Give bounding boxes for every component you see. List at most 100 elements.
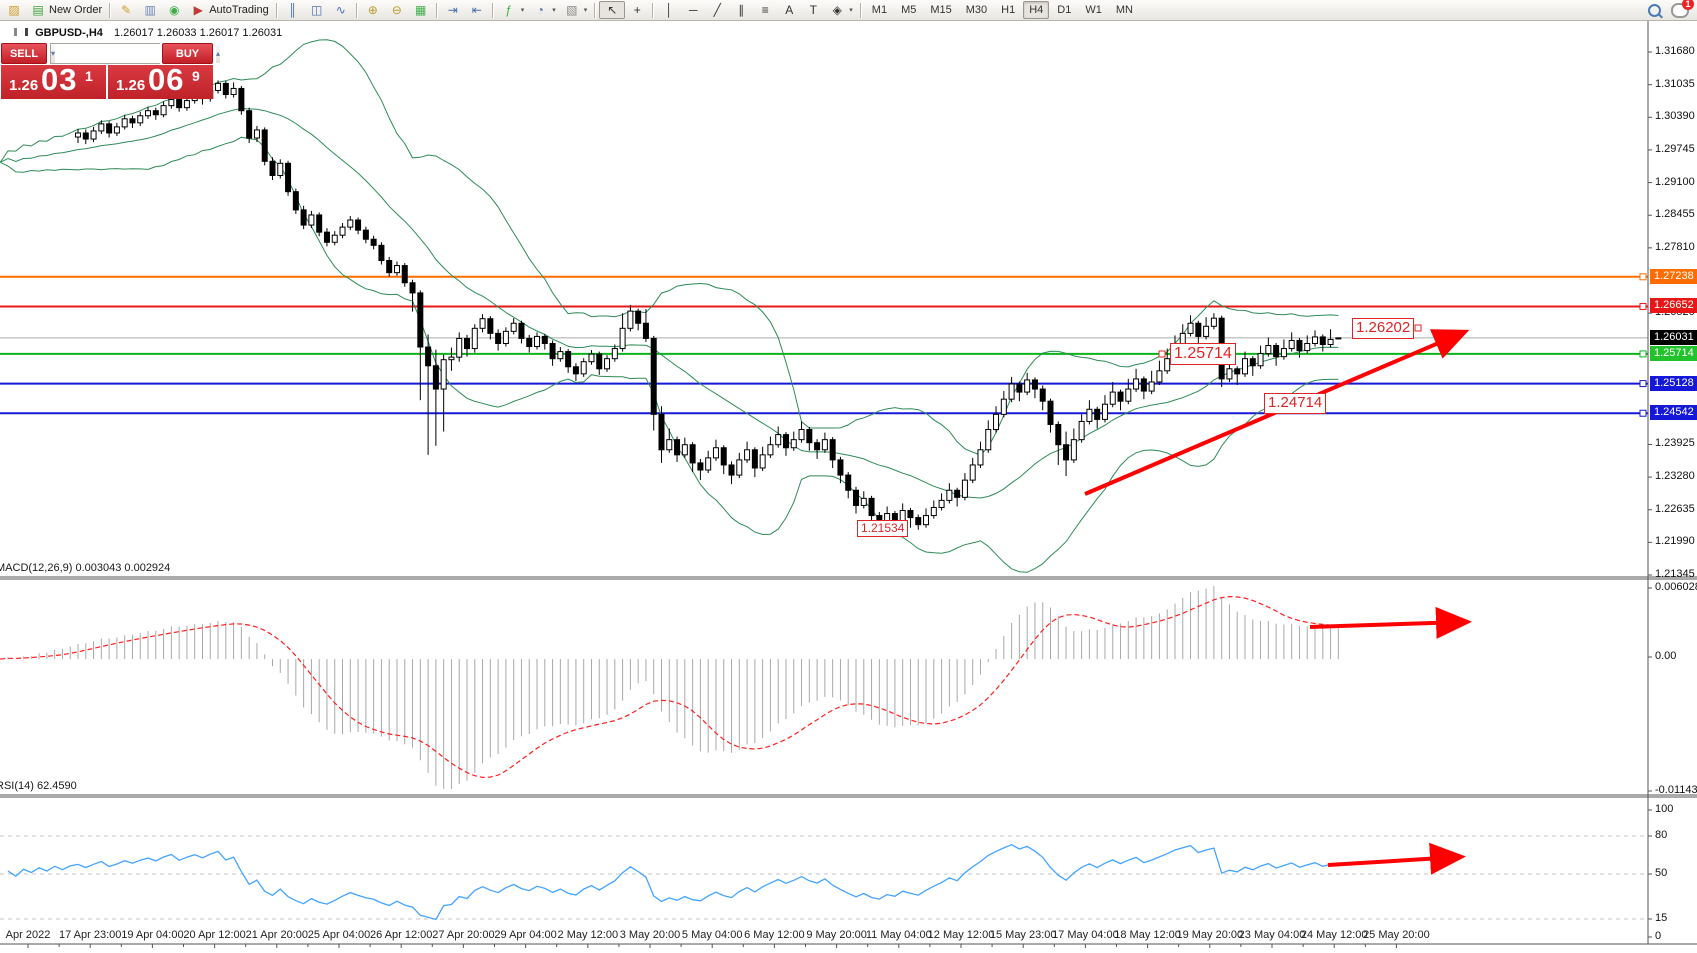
candle-body[interactable] — [471, 327, 478, 350]
timeframe-d1[interactable]: D1 — [1057, 4, 1072, 16]
candle-body[interactable] — [215, 82, 222, 91]
candle-body[interactable] — [1000, 398, 1007, 415]
candle-body[interactable] — [1164, 358, 1171, 372]
candle-body[interactable] — [1133, 378, 1140, 390]
candle-body[interactable] — [845, 474, 852, 491]
arrows-button[interactable]: ◈ ▾ — [825, 2, 857, 18]
candle-body[interactable] — [689, 444, 696, 464]
autotrading-button[interactable]: ▶ AutoTrading — [186, 2, 273, 18]
candle-body[interactable] — [168, 99, 175, 107]
candle-body[interactable] — [1242, 358, 1248, 375]
candle-body[interactable] — [277, 162, 284, 176]
text-button[interactable]: A — [777, 2, 801, 18]
candle-body[interactable] — [230, 87, 237, 96]
templates-button[interactable]: ▧ ▾ — [560, 2, 592, 18]
candle-body[interactable] — [1280, 348, 1287, 358]
candle-body[interactable] — [393, 265, 400, 274]
candle-body[interactable] — [619, 327, 626, 350]
candle-body[interactable] — [137, 115, 144, 124]
candle-body[interactable] — [448, 356, 455, 361]
line-chart-button[interactable]: ∿ — [329, 2, 353, 18]
candle-body[interactable] — [1234, 368, 1241, 375]
timeframe-h1[interactable]: H1 — [1001, 4, 1016, 16]
candle-body[interactable] — [1265, 345, 1272, 355]
candle-body[interactable] — [1210, 317, 1217, 327]
callout-anchor[interactable] — [1414, 324, 1422, 332]
crosshair-button[interactable]: + — [625, 2, 649, 18]
candle-body[interactable] — [378, 244, 385, 262]
candle-body[interactable] — [495, 332, 502, 344]
candle-body[interactable] — [549, 342, 556, 360]
candle-body[interactable] — [1288, 339, 1295, 350]
price-callout-label[interactable]: 1.26202 — [1352, 318, 1415, 339]
candle-body[interactable] — [145, 110, 152, 117]
candle-body[interactable] — [1179, 332, 1186, 344]
candle-body[interactable] — [1039, 388, 1046, 402]
callout-anchor[interactable] — [1158, 350, 1166, 358]
candle-body[interactable] — [666, 439, 673, 451]
candle-body[interactable] — [744, 449, 751, 461]
candle-body[interactable] — [316, 214, 323, 233]
buy-button[interactable]: BUY — [162, 43, 213, 64]
candle-body[interactable] — [90, 130, 97, 140]
candle-body[interactable] — [767, 444, 774, 456]
horizontal-line-button[interactable]: ─ — [681, 2, 705, 18]
candle-body[interactable] — [98, 123, 105, 132]
volume-down-button[interactable]: ▾ — [51, 44, 56, 63]
candle-body[interactable] — [1125, 388, 1132, 402]
signals-button[interactable]: ◉ — [162, 2, 186, 18]
candle-body[interactable] — [1249, 358, 1256, 367]
candle-body[interactable] — [1117, 391, 1124, 402]
timeframe-mn[interactable]: MN — [1115, 4, 1133, 16]
candle-body[interactable] — [152, 110, 159, 116]
candle-body[interactable] — [1016, 383, 1023, 393]
candle-body[interactable] — [572, 366, 579, 375]
bar-chart-button[interactable]: ║ — [281, 2, 305, 18]
level-handle[interactable] — [1639, 409, 1647, 417]
level-handle[interactable] — [1639, 380, 1647, 388]
candle-body[interactable] — [720, 447, 727, 466]
candle-body[interactable] — [1304, 342, 1311, 352]
channel-button[interactable]: ∥ — [729, 2, 753, 18]
candle-body[interactable] — [985, 429, 992, 451]
candle-body[interactable] — [681, 444, 688, 456]
candle-body[interactable] — [565, 351, 572, 368]
fibonacci-button[interactable]: ≡ — [753, 2, 777, 18]
candle-body[interactable] — [627, 310, 634, 329]
candle-body[interactable] — [1327, 338, 1334, 346]
candle-body[interactable] — [611, 348, 618, 360]
candle-body[interactable] — [736, 459, 743, 476]
candle-body[interactable] — [261, 129, 268, 162]
cursor-button[interactable]: ↖ — [599, 1, 626, 19]
candle-body[interactable] — [821, 439, 828, 451]
candle-body[interactable] — [915, 517, 922, 526]
candle-body[interactable] — [1109, 391, 1116, 405]
candle-body[interactable] — [907, 510, 914, 519]
candle-body[interactable] — [604, 358, 611, 370]
candle-body[interactable] — [1187, 322, 1194, 334]
candle-body[interactable] — [759, 454, 766, 469]
candle-body[interactable] — [961, 479, 968, 498]
candle-body[interactable] — [1101, 403, 1108, 420]
ask-price-tile[interactable]: 1.26 06 9 — [108, 65, 213, 99]
candle-body[interactable] — [440, 359, 447, 390]
candle-body[interactable] — [425, 346, 432, 367]
candle-body[interactable] — [1156, 370, 1163, 383]
candle-body[interactable] — [635, 310, 642, 324]
candle-body[interactable] — [526, 337, 533, 348]
chart-shift-button[interactable]: ⇤ — [465, 2, 489, 18]
candle-body[interactable] — [432, 365, 439, 390]
candle-body[interactable] — [814, 442, 821, 451]
candle-body[interactable] — [674, 439, 681, 456]
candle-body[interactable] — [82, 132, 89, 140]
candle-body[interactable] — [938, 499, 945, 508]
candle-body[interactable] — [370, 238, 377, 246]
chat-icon[interactable]: 1 — [1671, 0, 1694, 18]
candle-body[interactable] — [362, 229, 369, 240]
candle-body[interactable] — [339, 226, 346, 236]
timeframe-m15[interactable]: M15 — [930, 4, 952, 16]
candle-body[interactable] — [829, 439, 836, 461]
chart-area[interactable]: GBPUSD-,H4 1.26017 1.26033 1.26017 1.260… — [0, 21, 1697, 949]
candle-body[interactable] — [728, 464, 735, 476]
vertical-line-button[interactable]: │ — [657, 2, 681, 18]
